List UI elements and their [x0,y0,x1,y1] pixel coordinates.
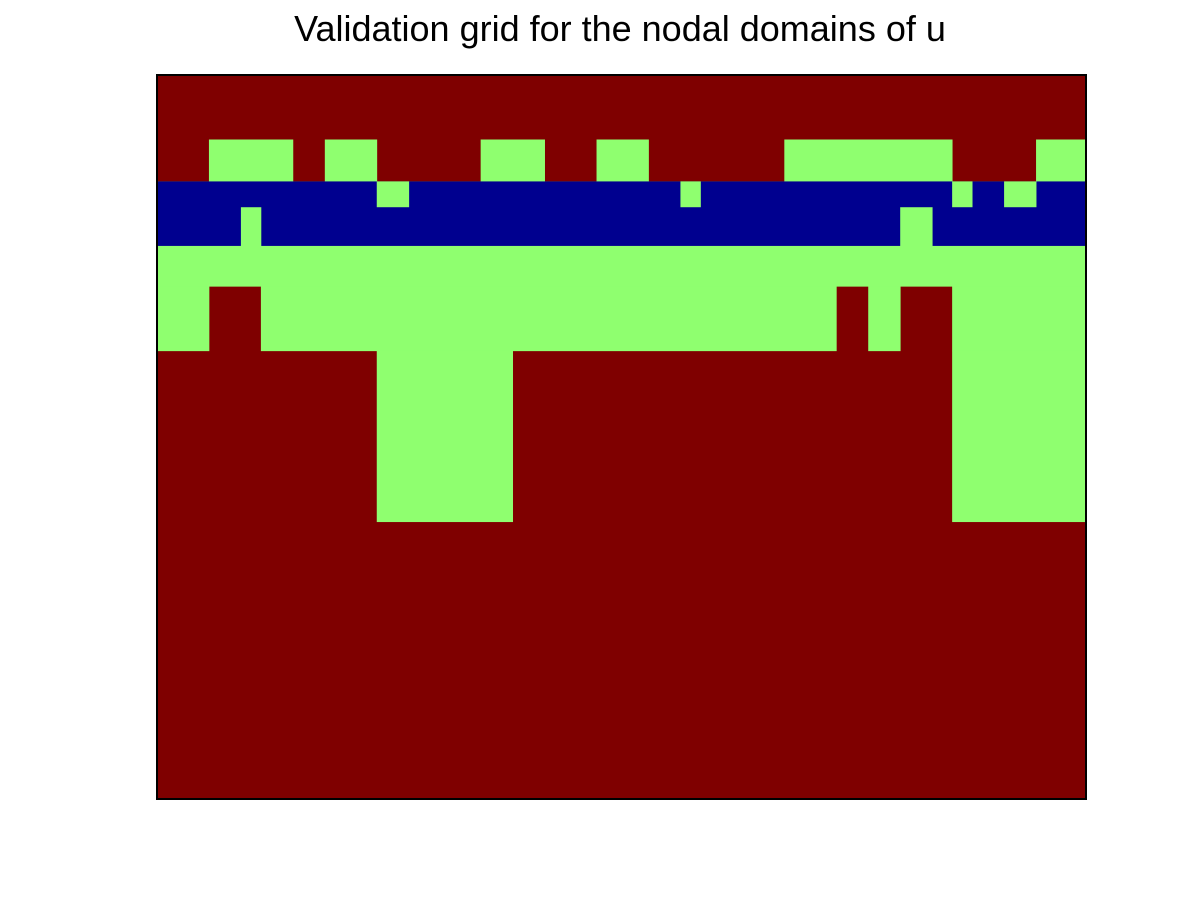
heatmap-region-green-18 [868,286,901,352]
heatmap-region-green-14 [900,207,933,247]
heatmap-region-green-19 [952,286,1087,352]
heatmap-region-green-2 [480,139,545,182]
heatmap-region-green-20 [376,350,514,523]
heatmap-region-green-13 [240,207,262,247]
heatmap-region-green-0 [208,139,294,182]
heatmap-region-green-17 [260,286,837,352]
chart-title: Validation grid for the nodal domains of… [294,8,946,49]
heatmap-region-green-8 [376,181,410,208]
heatmap-region-blue-7 [157,181,1087,208]
axes-frame [156,74,1087,800]
heatmap-region-green-9 [680,181,701,208]
heatmap-cells [157,75,1087,800]
heatmap-region-green-10 [952,181,973,208]
heatmap-region-blue-12 [157,207,1087,247]
heatmap-region-green-1 [324,139,378,182]
heatmap-region-green-11 [1004,181,1037,208]
heatmap-region-green-4 [784,139,953,182]
heatmap-region-green-15 [157,245,1087,287]
heatmap-region-green-5 [1036,139,1087,182]
heatmap-region-green-3 [596,139,649,182]
heatmap-region-green-21 [952,350,1087,523]
heatmap-region-green-16 [157,286,210,352]
